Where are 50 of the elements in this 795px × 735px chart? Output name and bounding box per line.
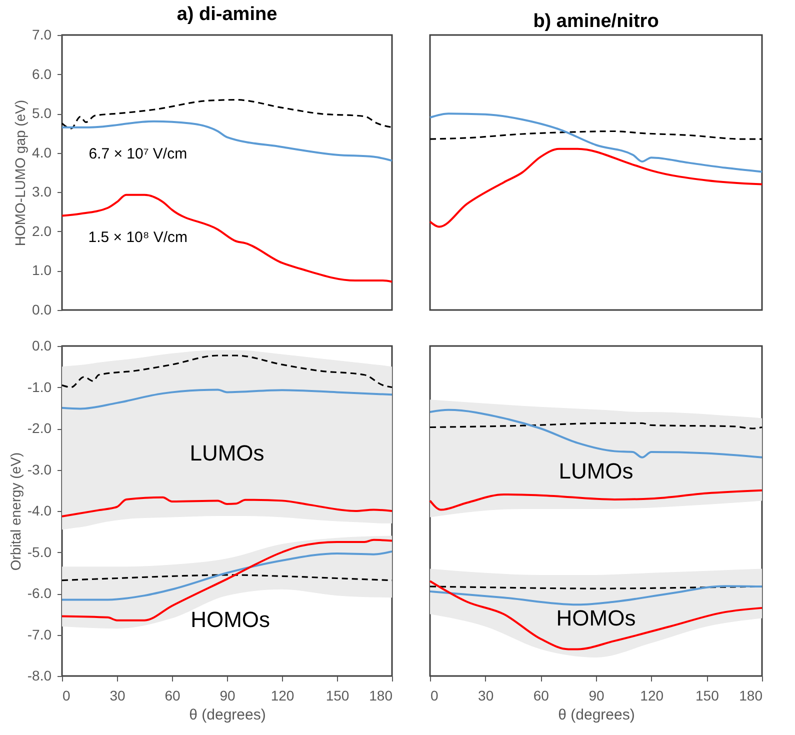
- x-tick-label: 30: [110, 688, 126, 704]
- y-axis-title: Orbital energy (eV): [7, 452, 24, 571]
- x-axis-title: θ (degrees): [558, 706, 635, 724]
- x-tick-label: 180: [369, 688, 393, 704]
- annotation: LUMOs: [190, 440, 264, 466]
- y-tick-label: 4.0: [32, 144, 52, 160]
- y-tick-label: 7.0: [32, 26, 52, 42]
- x-tick-label: 60: [164, 688, 180, 704]
- y-tick-label: -8.0: [27, 668, 52, 684]
- x-tick-label: 0: [430, 688, 438, 704]
- annotation: 6.7 × 10⁷ V/cm: [88, 145, 188, 162]
- y-tick-label: 0.0: [32, 302, 52, 318]
- y-tick-label: 0.0: [32, 338, 52, 354]
- line-series: [61, 388, 393, 410]
- annotation: 1.5 × 10⁸ V/cm: [88, 229, 188, 246]
- x-tick-label: 150: [326, 688, 350, 704]
- y-tick-label: 1.0: [32, 262, 52, 278]
- x-tick-label: 90: [588, 688, 604, 704]
- y-tick-label: 3.0: [32, 184, 52, 200]
- x-tick-label: 60: [533, 688, 550, 704]
- y-tick-label: 2.0: [32, 222, 52, 239]
- line-series: [61, 496, 393, 518]
- annotation: HOMOs: [190, 606, 270, 632]
- y-tick-label: -4.0: [27, 502, 52, 518]
- y-tick-label: 5.0: [32, 105, 52, 122]
- y-tick-label: -2.0: [27, 420, 52, 436]
- line-series: [61, 194, 393, 283]
- y-tick-label: -5.0: [27, 544, 52, 560]
- x-tick-label: 150: [695, 688, 720, 704]
- annotation: LUMOs: [558, 458, 634, 484]
- x-tick-label: 120: [270, 688, 294, 704]
- chart-title: a) di-amine: [176, 4, 278, 25]
- y-tick-label: -1.0: [27, 378, 52, 395]
- x-tick-label: 180: [739, 688, 763, 704]
- line-series: [61, 354, 393, 388]
- x-axis-title: θ (degrees): [189, 706, 266, 724]
- line-series: [61, 120, 393, 162]
- x-tick-label: 120: [640, 688, 664, 704]
- x-tick-label: 0: [62, 688, 70, 704]
- x-tick-label: 30: [478, 688, 494, 704]
- chart-title: b) amine/nitro: [533, 11, 659, 32]
- y-tick-label: -7.0: [27, 626, 52, 642]
- y-axis-title: HOMO-LUMO gap (eV): [12, 100, 28, 246]
- line-series: [61, 550, 393, 601]
- x-tick-label: 90: [220, 688, 236, 704]
- y-tick-label: 6.0: [32, 66, 52, 82]
- y-tick-label: -6.0: [27, 585, 52, 601]
- annotation: HOMOs: [556, 605, 636, 630]
- y-tick-label: -3.0: [27, 461, 52, 478]
- line-series: [61, 99, 393, 130]
